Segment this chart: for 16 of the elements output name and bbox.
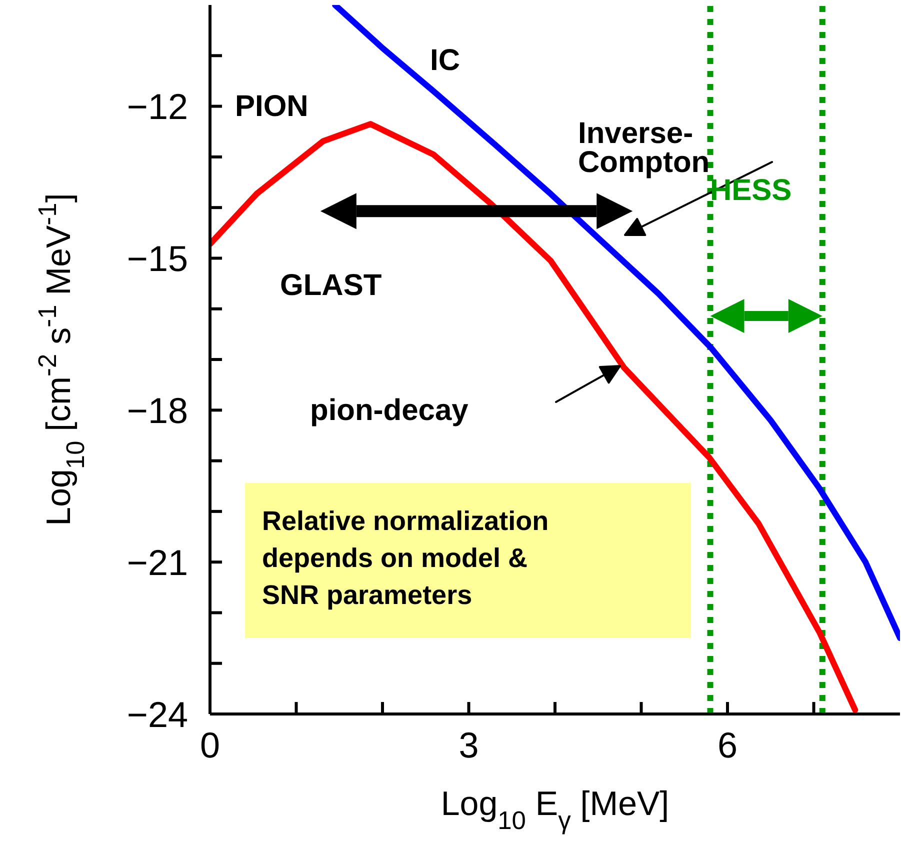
series-label: PION (235, 90, 308, 123)
y-tick-label: −12 (126, 86, 188, 128)
annotation: GLAST (280, 269, 382, 302)
x-tick-label: 3 (458, 724, 479, 766)
y-tick-label: −18 (126, 390, 188, 431)
annotation: Relative normalization depends on model & SNR parameters (262, 506, 549, 610)
y-tick-label: −24 (126, 694, 188, 735)
x-tick-label: 6 (717, 724, 738, 766)
x-axis-title: Log$_{10}$ E$_{γ}$ [MeV] (440, 785, 670, 835)
series-label: IC (430, 44, 460, 77)
annotation: pion-decay (310, 394, 469, 427)
y-tick-label: −21 (126, 542, 188, 583)
annotation: Inverse-Compton (578, 117, 710, 179)
y-tick-label: −15 (126, 238, 188, 279)
annotation: HESS (710, 174, 792, 207)
x-tick-label: 0 (200, 724, 220, 766)
